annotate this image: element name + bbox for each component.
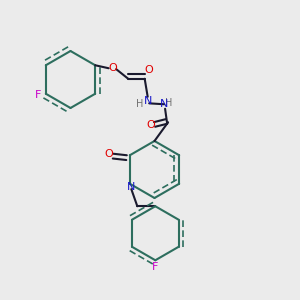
Text: O: O [104,149,113,159]
Text: F: F [152,262,158,272]
Text: F: F [35,90,41,100]
Text: N: N [160,99,168,109]
Text: H: H [165,98,172,108]
Text: N: N [127,182,136,192]
Text: O: O [146,120,155,130]
Text: N: N [143,96,152,106]
Text: O: O [145,65,154,75]
Text: O: O [108,63,117,73]
Text: H: H [136,99,144,109]
